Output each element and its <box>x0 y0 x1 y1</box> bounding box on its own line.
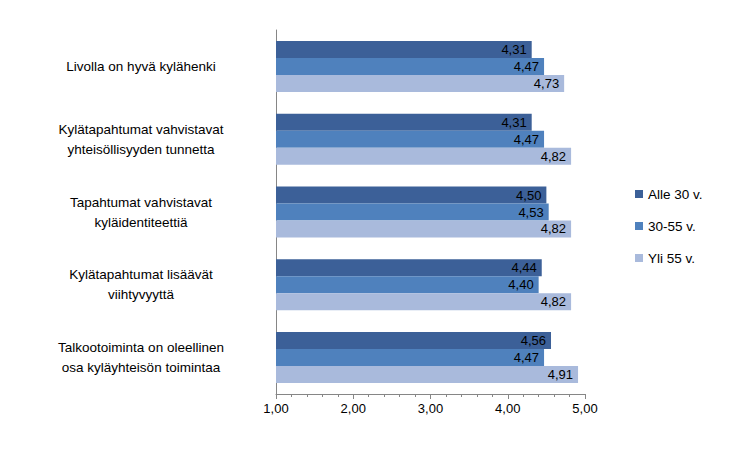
svg-text:5,00: 5,00 <box>572 401 597 416</box>
svg-text:Tapahtumat vahvistavat: Tapahtumat vahvistavat <box>70 195 212 210</box>
svg-text:1,00: 1,00 <box>263 401 288 416</box>
svg-text:4,56: 4,56 <box>521 333 546 348</box>
svg-text:4,73: 4,73 <box>534 76 559 91</box>
svg-text:4,40: 4,40 <box>508 277 533 292</box>
svg-text:4,31: 4,31 <box>501 42 526 57</box>
svg-text:4,82: 4,82 <box>541 294 566 309</box>
svg-text:4,44: 4,44 <box>511 260 536 275</box>
svg-text:4,91: 4,91 <box>548 367 573 382</box>
svg-text:4,50: 4,50 <box>516 188 541 203</box>
svg-text:kyläidentiteettiä: kyläidentiteettiä <box>94 215 188 230</box>
svg-text:4,47: 4,47 <box>514 59 539 74</box>
svg-text:30-55 v.: 30-55 v. <box>648 219 696 234</box>
svg-text:osa kyläyhteisön toimintaa: osa kyläyhteisön toimintaa <box>62 360 221 375</box>
svg-text:Talkootoiminta on oleellinen: Talkootoiminta on oleellinen <box>58 340 224 355</box>
svg-text:4,47: 4,47 <box>514 132 539 147</box>
svg-text:4,53: 4,53 <box>518 205 543 220</box>
svg-text:4,00: 4,00 <box>495 401 520 416</box>
svg-text:viihtyvyyttä: viihtyvyyttä <box>108 287 175 302</box>
svg-text:Alle 30 v.: Alle 30 v. <box>648 187 703 202</box>
svg-text:4,47: 4,47 <box>514 350 539 365</box>
svg-text:Livolla on hyvä kylähenki: Livolla on hyvä kylähenki <box>66 59 215 74</box>
svg-text:4,82: 4,82 <box>541 149 566 164</box>
svg-text:yhteisöllisyyden tunnetta: yhteisöllisyyden tunnetta <box>67 142 215 157</box>
svg-text:2,00: 2,00 <box>341 401 366 416</box>
svg-text:4,82: 4,82 <box>541 221 566 236</box>
svg-text:Kylätapahtumat vahvistavat: Kylätapahtumat vahvistavat <box>58 122 223 137</box>
svg-text:Yli 55 v.: Yli 55 v. <box>648 251 695 266</box>
svg-text:4,31: 4,31 <box>501 115 526 130</box>
svg-text:3,00: 3,00 <box>418 401 443 416</box>
svg-text:Kylätapahtumat lisäävät: Kylätapahtumat lisäävät <box>69 267 213 282</box>
